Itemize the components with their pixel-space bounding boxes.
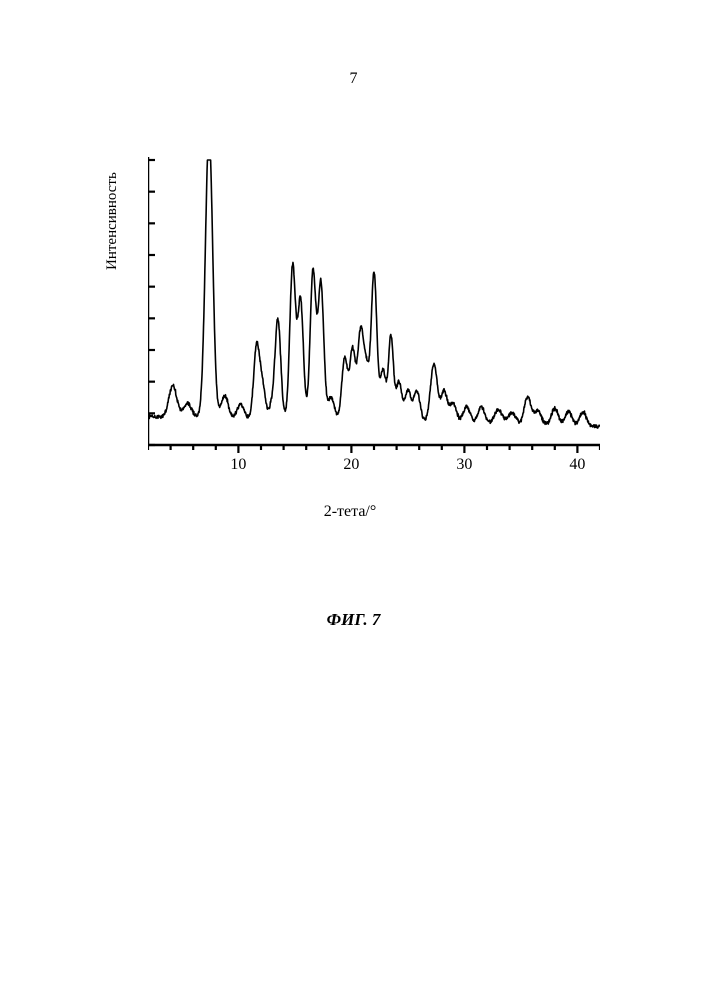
x-axis-label: 2-тета/° bbox=[100, 503, 600, 521]
plot-svg: 10 20 30 40 bbox=[148, 155, 600, 475]
y-axis-label: Интенсивность bbox=[104, 172, 121, 270]
page: 7 10 20 30 40 Интенсивность 2-тета/° ФИГ. 7 bbox=[0, 0, 707, 1000]
xrd-trace bbox=[148, 160, 600, 428]
page-number: 7 bbox=[0, 70, 707, 88]
svg-text:10: 10 bbox=[230, 456, 246, 473]
xrd-figure: 10 20 30 40 bbox=[100, 155, 600, 535]
svg-text:30: 30 bbox=[456, 456, 472, 473]
figure-caption: ФИГ. 7 bbox=[0, 610, 707, 630]
svg-text:40: 40 bbox=[569, 456, 585, 473]
svg-text:20: 20 bbox=[343, 456, 359, 473]
